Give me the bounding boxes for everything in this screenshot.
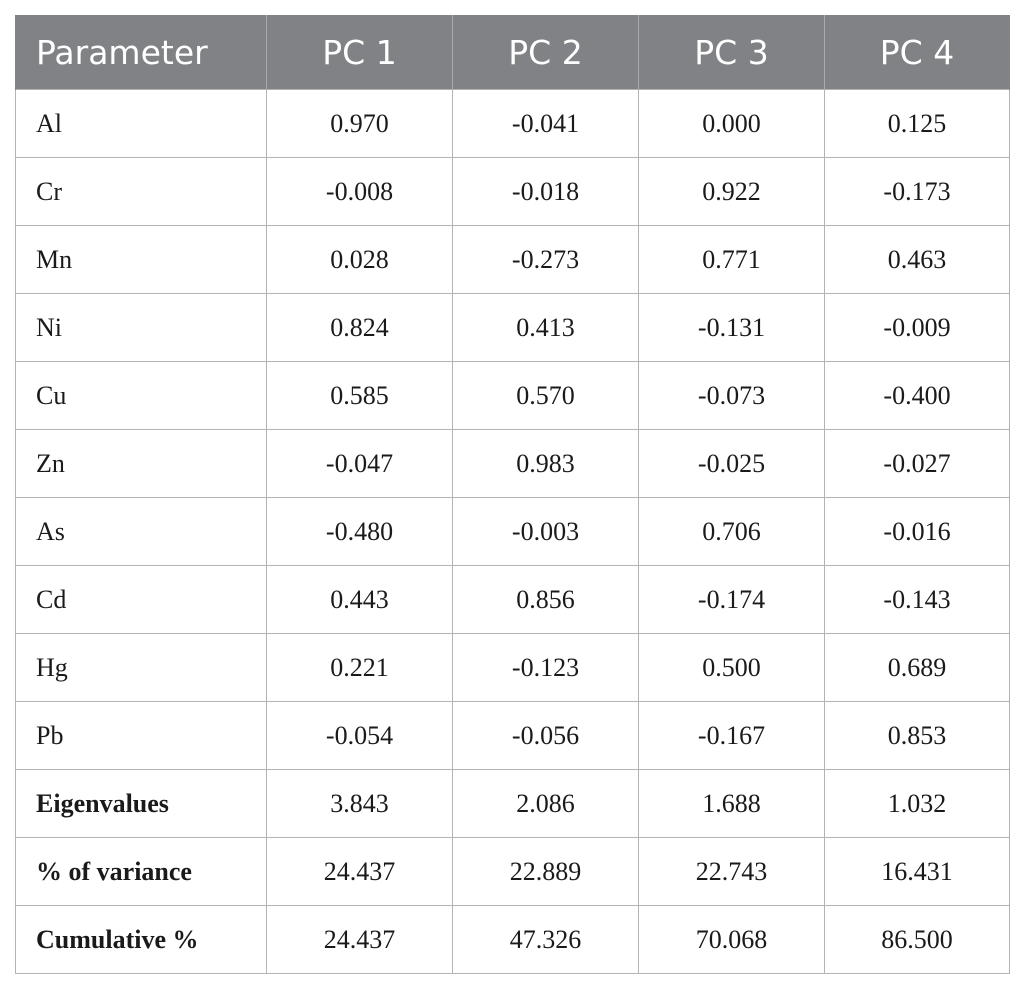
table-cell: 3.843 [266, 769, 453, 838]
table-row: Mn 0.028 -0.273 0.771 0.463 [15, 225, 1010, 294]
table-cell: -0.054 [266, 701, 453, 770]
header-pc1: PC 1 [266, 15, 453, 90]
table-cell: -0.073 [638, 361, 825, 430]
pca-table-container: Parameter PC 1 PC 2 PC 3 PC 4 Al 0.970 -0.… [15, 15, 1010, 974]
row-label: Cu [15, 361, 267, 430]
row-label: Cd [15, 565, 267, 634]
table-cell: 22.889 [452, 837, 639, 906]
row-label: Cr [15, 157, 267, 226]
table-cell: 0.689 [824, 633, 1010, 702]
table-cell: -0.400 [824, 361, 1010, 430]
table-cell: 0.500 [638, 633, 825, 702]
header-pc4: PC 4 [824, 15, 1010, 90]
table-cell: 0.000 [638, 89, 825, 158]
table-cell: 0.463 [824, 225, 1010, 294]
header-row: Parameter PC 1 PC 2 PC 3 PC 4 [15, 15, 1010, 90]
table-cell: 0.443 [266, 565, 453, 634]
table-cell: 0.853 [824, 701, 1010, 770]
table-cell: -0.009 [824, 293, 1010, 362]
header-parameter: Parameter [15, 15, 267, 90]
table-cell: -0.041 [452, 89, 639, 158]
table-cell: -0.123 [452, 633, 639, 702]
table-body: Al 0.970 -0.041 0.000 0.125 Cr -0.008 -0.018 0.9… [15, 89, 1010, 974]
table-cell: 70.068 [638, 905, 825, 974]
table-cell: -0.273 [452, 225, 639, 294]
table-cell: -0.016 [824, 497, 1010, 566]
table-cell: 0.824 [266, 293, 453, 362]
table-cell: -0.174 [638, 565, 825, 634]
table-cell: -0.025 [638, 429, 825, 498]
pca-loadings-table: Parameter PC 1 PC 2 PC 3 PC 4 Al 0.970 -0.… [15, 15, 1010, 974]
table-row: Eigenvalues 3.843 2.086 1.688 1.032 [15, 769, 1010, 838]
row-label: Mn [15, 225, 267, 294]
table-cell: -0.018 [452, 157, 639, 226]
table-row: Zn -0.047 0.983 -0.025 -0.027 [15, 429, 1010, 498]
table-cell: 0.856 [452, 565, 639, 634]
table-cell: 16.431 [824, 837, 1010, 906]
header-pc3: PC 3 [638, 15, 825, 90]
table-row: Cr -0.008 -0.018 0.922 -0.173 [15, 157, 1010, 226]
table-row: Cumulative % 24.437 47.326 70.068 86.500 [15, 905, 1010, 974]
row-label: Pb [15, 701, 267, 770]
table-row: Hg 0.221 -0.123 0.500 0.689 [15, 633, 1010, 702]
table-cell: 47.326 [452, 905, 639, 974]
table-cell: -0.143 [824, 565, 1010, 634]
table-cell: 0.970 [266, 89, 453, 158]
table-cell: 0.413 [452, 293, 639, 362]
table-cell: 0.771 [638, 225, 825, 294]
row-label: Cumulative % [15, 905, 267, 974]
table-cell: 1.032 [824, 769, 1010, 838]
table-cell: -0.173 [824, 157, 1010, 226]
table-cell: 24.437 [266, 837, 453, 906]
table-row: Ni 0.824 0.413 -0.131 -0.009 [15, 293, 1010, 362]
table-row: Pb -0.054 -0.056 -0.167 0.853 [15, 701, 1010, 770]
table-cell: 0.125 [824, 89, 1010, 158]
header-pc2: PC 2 [452, 15, 639, 90]
table-cell: -0.003 [452, 497, 639, 566]
table-cell: 0.983 [452, 429, 639, 498]
table-cell: -0.167 [638, 701, 825, 770]
table-cell: -0.008 [266, 157, 453, 226]
table-cell: 0.585 [266, 361, 453, 430]
table-row: As -0.480 -0.003 0.706 -0.016 [15, 497, 1010, 566]
row-label: Ni [15, 293, 267, 362]
table-row: Al 0.970 -0.041 0.000 0.125 [15, 89, 1010, 158]
row-label: Zn [15, 429, 267, 498]
table-cell: 24.437 [266, 905, 453, 974]
table-cell: -0.480 [266, 497, 453, 566]
row-label: Al [15, 89, 267, 158]
table-row: Cu 0.585 0.570 -0.073 -0.400 [15, 361, 1010, 430]
table-cell: -0.056 [452, 701, 639, 770]
table-cell: 2.086 [452, 769, 639, 838]
table-cell: 0.028 [266, 225, 453, 294]
table-cell: 0.570 [452, 361, 639, 430]
row-label: Hg [15, 633, 267, 702]
table-row: % of variance 24.437 22.889 22.743 16.431 [15, 837, 1010, 906]
table-cell: 0.706 [638, 497, 825, 566]
row-label: As [15, 497, 267, 566]
row-label: % of variance [15, 837, 267, 906]
table-cell: 86.500 [824, 905, 1010, 974]
table-cell: 22.743 [638, 837, 825, 906]
table-cell: -0.131 [638, 293, 825, 362]
table-cell: 0.922 [638, 157, 825, 226]
row-label: Eigenvalues [15, 769, 267, 838]
table-cell: -0.047 [266, 429, 453, 498]
table-cell: 0.221 [266, 633, 453, 702]
table-cell: -0.027 [824, 429, 1010, 498]
table-cell: 1.688 [638, 769, 825, 838]
table-row: Cd 0.443 0.856 -0.174 -0.143 [15, 565, 1010, 634]
